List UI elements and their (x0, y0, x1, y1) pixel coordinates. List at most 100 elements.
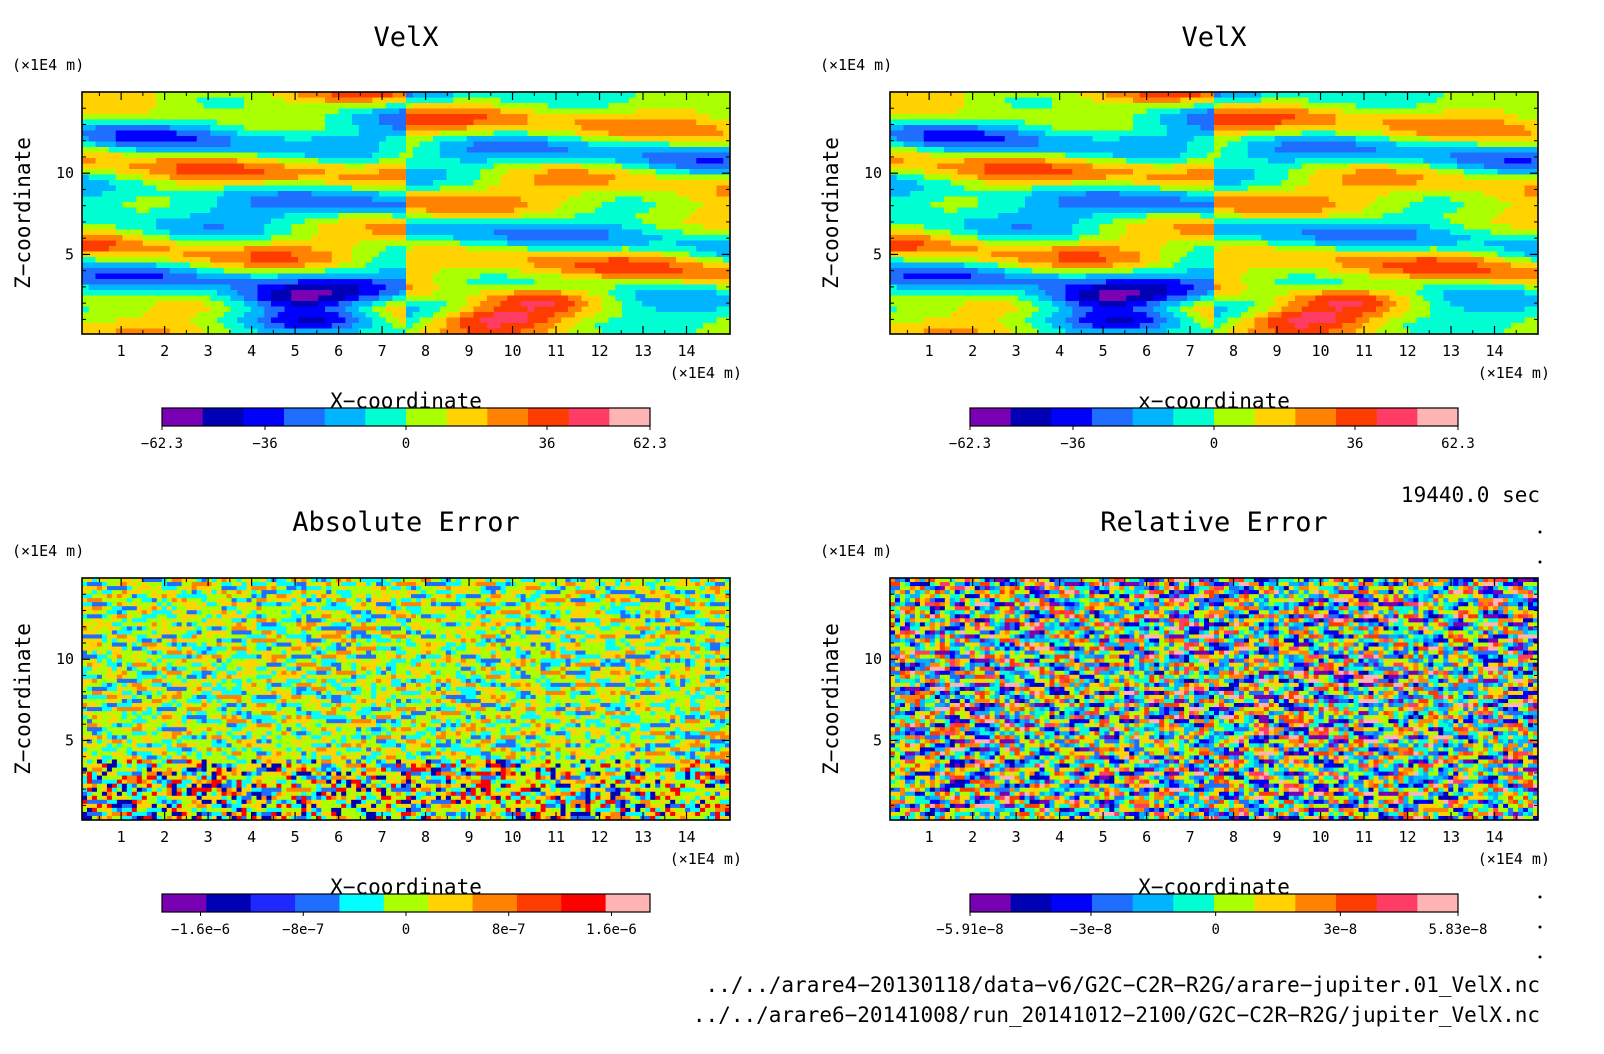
x-tick-label: 3 (1012, 828, 1021, 846)
colorbar-tick-label: −8e−7 (282, 922, 324, 938)
colorbar-swatch (1376, 894, 1418, 912)
colorbar-swatch (162, 894, 207, 912)
colorbar-swatch (1295, 408, 1337, 426)
colorbar-swatch (1092, 894, 1134, 912)
x-tick-label: 5 (1099, 342, 1108, 360)
x-tick-label: 1 (117, 342, 126, 360)
colorbar-swatch (206, 894, 252, 912)
colorbar-swatch (1376, 408, 1418, 426)
x-unit-label: (×1E4 m) (670, 364, 742, 382)
plot-frame (81, 91, 731, 335)
colorbar-swatch (406, 408, 448, 426)
colorbar-swatch (1173, 894, 1215, 912)
x-tick-label: 7 (1186, 828, 1195, 846)
colorbar-tick-label: 36 (1347, 436, 1364, 452)
x-tick-label: 14 (677, 828, 695, 846)
heatmap-field (890, 92, 1538, 334)
colorbar-tick-label: −5.91e−8 (936, 922, 1003, 938)
x-tick-label: 12 (1398, 342, 1416, 360)
chart-panel-3: Absolute Error(×1E4 m)1 2 3 4 5 6 7 8 9 10 11 12 13 1… (11, 507, 742, 938)
colorbar-swatch (1051, 894, 1093, 912)
colorbar-swatch (1214, 894, 1256, 912)
colorbar-swatch (1132, 408, 1174, 426)
y-tick-label: 5 (873, 245, 882, 263)
heatmap-field (890, 578, 1538, 820)
colorbar-swatch (1254, 408, 1296, 426)
x-tick-label: 12 (590, 828, 608, 846)
x-tick-label: 4 (247, 342, 256, 360)
x-unit-label: (×1E4 m) (1478, 850, 1550, 868)
x-tick-label: 4 (247, 828, 256, 846)
x-tick-label: 3 (204, 342, 213, 360)
x-tick-label: 6 (334, 828, 343, 846)
colorbar-swatch (446, 408, 488, 426)
x-tick-label: 11 (1355, 342, 1373, 360)
x-tick-label: 2 (160, 342, 169, 360)
colorbar-tick-label: 0 (402, 436, 410, 452)
heatmap-field (82, 578, 730, 820)
colorbar-tick-label: 0 (402, 922, 410, 938)
colorbar-swatch (1295, 894, 1337, 912)
colorbar-swatch (162, 408, 204, 426)
x-tick-label: 5 (291, 342, 300, 360)
colorbar-swatch (970, 408, 1012, 426)
colorbar-swatch (1010, 894, 1052, 912)
x-tick-label: 1 (925, 342, 934, 360)
x-tick-label: 5 (1099, 828, 1108, 846)
colorbar-swatch (1132, 894, 1174, 912)
colorbar-swatch (487, 408, 529, 426)
x-tick-label: 11 (547, 342, 565, 360)
x-tick-label: 12 (590, 342, 608, 360)
x-tick-label: 13 (634, 828, 652, 846)
heatmap-field (82, 92, 730, 334)
y-tick-label: 10 (56, 164, 74, 182)
y-tick-label: 5 (65, 731, 74, 749)
colorbar-swatch (970, 894, 1012, 912)
colorbar: −1.6e−6 −8e−7 0 8e−7 1.6e−6 (161, 893, 651, 938)
colorbar-swatch (243, 408, 285, 426)
x-tick-label: 14 (677, 342, 695, 360)
x-tick-label: 6 (1142, 828, 1151, 846)
x-tick-label: 3 (204, 828, 213, 846)
colorbar-swatch (1010, 408, 1052, 426)
colorbar: −62.3 −36 0 36 62.3 (141, 407, 667, 452)
colorbar-swatch (1417, 408, 1459, 426)
colorbar-tick-label: 62.3 (633, 436, 667, 452)
x-tick-label: 2 (968, 828, 977, 846)
chart-panel-2: VelX(×1E4 m)1 2 3 4 5 6 7 8 9 10 11 12 13 14510(×1E4 … (819, 22, 1550, 452)
colorbar-swatch (528, 408, 570, 426)
x-tick-label: 8 (1229, 828, 1238, 846)
x-tick-label: 8 (421, 828, 430, 846)
x-unit-label: (×1E4 m) (1478, 364, 1550, 382)
colorbar-tick-label: −36 (252, 436, 277, 452)
y-tick-label: 10 (864, 650, 882, 668)
colorbar-tick-label: −3e−8 (1070, 922, 1112, 938)
chart-panel-4: Relative Error(×1E4 m)1 2 3 4 5 6 7 8 9 10 11 12 13 1… (819, 507, 1550, 938)
y-axis-label: Z−coordinate (819, 137, 843, 289)
x-tick-label: 8 (1229, 342, 1238, 360)
colorbar-swatch (472, 894, 518, 912)
x-tick-label: 12 (1398, 828, 1416, 846)
plot-frame (81, 577, 731, 821)
colorbar-tick-label: −62.3 (141, 436, 183, 452)
x-tick-label: 7 (378, 828, 387, 846)
colorbar-swatch (516, 894, 562, 912)
x-tick-label: 13 (1442, 828, 1460, 846)
colorbar-swatch (1092, 408, 1134, 426)
x-tick-label: 13 (634, 342, 652, 360)
colorbar-tick-label: 36 (539, 436, 556, 452)
x-tick-label: 6 (334, 342, 343, 360)
x-tick-label: 5 (291, 828, 300, 846)
colorbar-swatch (609, 408, 651, 426)
colorbar-swatch (1173, 408, 1215, 426)
colorbar-swatch (365, 408, 407, 426)
y-unit-label: (×1E4 m) (820, 542, 892, 560)
colorbar-swatch (561, 894, 607, 912)
x-tick-label: 2 (968, 342, 977, 360)
colorbar-swatch (284, 408, 326, 426)
x-tick-label: 10 (504, 828, 522, 846)
chart-title: VelX (373, 22, 438, 53)
colorbar-frame (969, 893, 1459, 913)
colorbar-swatch (605, 894, 651, 912)
